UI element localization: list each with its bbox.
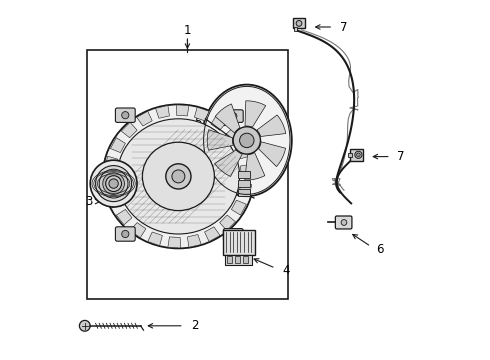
Polygon shape: [130, 222, 146, 238]
Polygon shape: [156, 105, 170, 118]
Circle shape: [233, 127, 261, 154]
Polygon shape: [215, 150, 242, 176]
Bar: [87, 50, 288, 299]
Bar: [294, 27, 297, 31]
FancyBboxPatch shape: [223, 229, 243, 241]
Ellipse shape: [103, 104, 254, 248]
Circle shape: [90, 160, 137, 207]
FancyBboxPatch shape: [350, 149, 364, 161]
Bar: [238, 180, 250, 187]
Ellipse shape: [117, 119, 240, 234]
Polygon shape: [239, 183, 252, 197]
Polygon shape: [195, 107, 209, 121]
Ellipse shape: [143, 142, 215, 211]
Circle shape: [230, 113, 237, 120]
Ellipse shape: [202, 85, 292, 196]
Polygon shape: [257, 115, 286, 136]
Polygon shape: [137, 111, 152, 126]
Polygon shape: [168, 237, 180, 248]
Polygon shape: [108, 194, 122, 208]
Circle shape: [296, 21, 302, 26]
Text: 5: 5: [195, 116, 202, 129]
Circle shape: [230, 231, 237, 238]
Text: 3: 3: [85, 195, 92, 208]
Polygon shape: [225, 128, 241, 143]
Polygon shape: [220, 215, 236, 230]
Polygon shape: [245, 101, 266, 127]
Circle shape: [109, 179, 118, 188]
Polygon shape: [211, 115, 227, 130]
Text: 1: 1: [184, 24, 191, 37]
Circle shape: [106, 176, 122, 192]
FancyBboxPatch shape: [223, 110, 243, 122]
Polygon shape: [235, 145, 249, 159]
Polygon shape: [245, 153, 265, 180]
Circle shape: [355, 151, 362, 158]
Polygon shape: [110, 138, 125, 153]
Circle shape: [240, 133, 254, 148]
Circle shape: [96, 166, 132, 202]
Polygon shape: [231, 200, 246, 215]
Circle shape: [341, 220, 347, 225]
Polygon shape: [207, 130, 233, 150]
Polygon shape: [148, 232, 162, 246]
Polygon shape: [104, 176, 116, 189]
Bar: [225, 255, 252, 265]
Circle shape: [166, 164, 191, 189]
Polygon shape: [259, 142, 286, 167]
Circle shape: [99, 169, 128, 198]
Text: 7: 7: [340, 21, 347, 33]
Text: 6: 6: [376, 243, 384, 256]
Circle shape: [172, 170, 185, 183]
FancyBboxPatch shape: [222, 230, 255, 255]
Bar: [227, 256, 232, 263]
FancyBboxPatch shape: [335, 216, 352, 229]
Polygon shape: [105, 156, 118, 170]
Bar: [238, 189, 250, 196]
Circle shape: [103, 173, 124, 194]
Text: 4: 4: [283, 264, 290, 276]
Polygon shape: [121, 122, 137, 138]
Polygon shape: [116, 210, 132, 225]
Text: 7: 7: [397, 150, 405, 163]
Circle shape: [122, 112, 129, 119]
Polygon shape: [187, 234, 201, 247]
Polygon shape: [204, 227, 220, 242]
Polygon shape: [215, 104, 240, 133]
Bar: [235, 256, 240, 263]
Bar: [238, 171, 250, 178]
Bar: [348, 153, 352, 157]
Polygon shape: [241, 164, 252, 176]
Polygon shape: [176, 105, 189, 116]
Bar: [243, 256, 247, 263]
FancyBboxPatch shape: [293, 18, 305, 28]
Text: 2: 2: [191, 319, 198, 332]
Circle shape: [122, 230, 129, 238]
FancyBboxPatch shape: [116, 108, 135, 122]
Circle shape: [79, 320, 90, 331]
FancyBboxPatch shape: [116, 227, 135, 241]
Circle shape: [357, 153, 360, 157]
